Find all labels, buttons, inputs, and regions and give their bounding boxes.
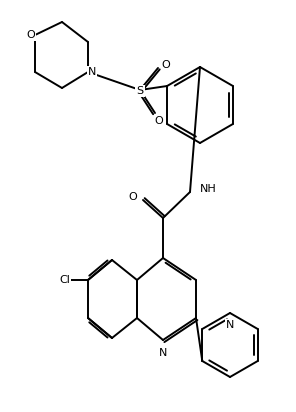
Text: O: O xyxy=(27,30,36,40)
Text: O: O xyxy=(155,116,163,126)
Text: Cl: Cl xyxy=(59,275,70,285)
Text: N: N xyxy=(159,348,167,358)
Text: N: N xyxy=(226,320,234,330)
Text: O: O xyxy=(129,192,137,202)
Text: O: O xyxy=(162,60,170,70)
Text: NH: NH xyxy=(200,184,217,194)
Text: S: S xyxy=(136,86,144,96)
Text: N: N xyxy=(88,67,96,77)
